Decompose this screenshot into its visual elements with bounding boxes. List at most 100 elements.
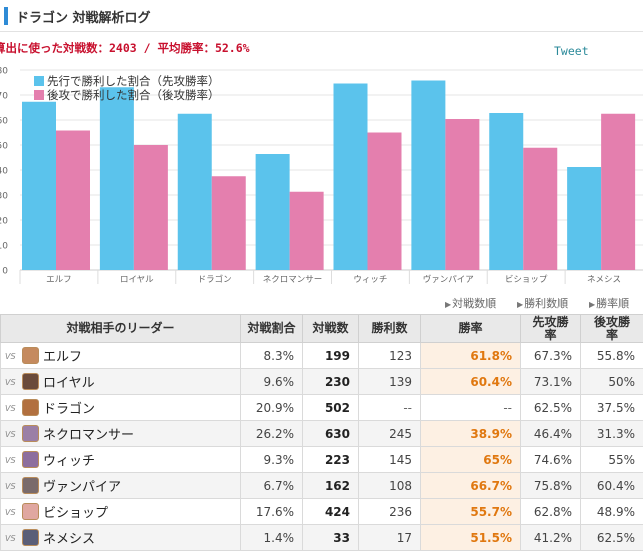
table-header-row: 対戦相手のリーダー 対戦割合 対戦数 勝利数 勝率 先攻勝 率 後攻勝 率: [0, 314, 643, 343]
leader-cell[interactable]: VS エルフ: [0, 342, 241, 369]
col-header-leader[interactable]: 対戦相手のリーダー: [0, 314, 241, 343]
matches-cell: 199: [302, 342, 359, 369]
page-title: ドラゴン 対戦解析ログ: [16, 11, 151, 26]
leader-avatar: [22, 451, 39, 468]
wins-cell: 108: [358, 472, 421, 499]
first-rate-cell: 46.4%: [520, 420, 581, 447]
col-header-rate[interactable]: 勝率: [420, 314, 521, 343]
sort-by-wins-link[interactable]: ▶勝利数順: [517, 295, 568, 311]
col-header-matches[interactable]: 対戦数: [302, 314, 359, 343]
sort-by-matches-label: 対戦数順: [452, 297, 497, 310]
col-header-first-rate[interactable]: 先攻勝 率: [520, 314, 581, 343]
col-header-share[interactable]: 対戦割合: [240, 314, 303, 343]
header-accent-bar: [4, 7, 8, 25]
leader-name: ヴァンパイア: [43, 480, 122, 495]
second-rate-cell: 55.8%: [580, 342, 643, 369]
matchup-table: 対戦相手のリーダー 対戦割合 対戦数 勝利数 勝率 先攻勝 率 後攻勝 率 VS…: [0, 314, 643, 551]
first-rate-bar: [489, 113, 524, 270]
matches-cell: 502: [302, 394, 359, 421]
table-row: VS エルフ 8.3% 199 123 61.8% 67.3% 55.8%: [0, 342, 643, 369]
second-rate-bar: [133, 145, 168, 270]
wins-cell: --: [358, 394, 421, 421]
leader-name: ネクロマンサー: [43, 428, 135, 443]
x-tick-label: ドラゴン: [198, 274, 232, 285]
triangle-right-icon: ▶: [589, 300, 596, 309]
legend-swatch-first: [34, 76, 44, 86]
table-row: VS ネクロマンサー 26.2% 630 245 38.9% 46.4% 31.3%: [0, 420, 643, 447]
second-rate-cell: 60.4%: [580, 472, 643, 499]
leader-name: エルフ: [43, 350, 83, 365]
y-tick-label: 30: [0, 192, 8, 202]
sort-by-rate-link[interactable]: ▶勝率順: [589, 295, 629, 311]
leader-cell[interactable]: VS ヴァンパイア: [0, 472, 241, 499]
y-tick-label: 70: [0, 92, 8, 102]
y-tick-label: 50: [0, 142, 8, 152]
legend-swatch-second: [34, 90, 44, 100]
matches-cell: 630: [302, 420, 359, 447]
vs-label: VS: [5, 456, 16, 465]
second-rate-bar: [523, 147, 558, 270]
sort-by-rate-label: 勝率順: [596, 297, 630, 310]
table-row: VS ヴァンパイア 6.7% 162 108 66.7% 75.8% 60.4%: [0, 472, 643, 499]
page-header: ドラゴン 対戦解析ログ: [0, 0, 643, 32]
y-tick-label: 60: [0, 117, 8, 127]
leader-cell[interactable]: VS ロイヤル: [0, 368, 241, 395]
sort-by-wins-label: 勝利数順: [524, 297, 569, 310]
share-cell: 8.3%: [240, 342, 303, 369]
leader-name: ネメシス: [43, 532, 96, 547]
x-tick-label: エルフ: [46, 275, 72, 285]
win-rate-cell: --: [420, 394, 521, 421]
second-rate-cell: 55%: [580, 446, 643, 473]
table-row: VS ネメシス 1.4% 33 17 51.5% 41.2% 62.5%: [0, 524, 643, 551]
share-cell: 17.6%: [240, 498, 303, 525]
vs-label: VS: [5, 508, 16, 517]
matches-cell: 223: [302, 446, 359, 473]
y-tick-label: 20: [0, 217, 8, 227]
leader-cell[interactable]: VS ネメシス: [0, 524, 241, 551]
first-rate-cell: 62.5%: [520, 394, 581, 421]
first-rate-bar: [567, 167, 602, 270]
second-rate-bar: [56, 130, 90, 270]
vs-label: VS: [5, 430, 16, 439]
win-rate-cell: 51.5%: [420, 524, 521, 551]
matches-cell: 424: [302, 498, 359, 525]
leader-avatar: [22, 529, 39, 546]
first-rate-cell: 41.2%: [520, 524, 581, 551]
col-header-wins[interactable]: 勝利数: [358, 314, 421, 343]
y-tick-label: 0: [2, 267, 8, 277]
wins-cell: 236: [358, 498, 421, 525]
share-cell: 26.2%: [240, 420, 303, 447]
col-header-second-rate[interactable]: 後攻勝 率: [580, 314, 643, 343]
x-tick-label: ネメシス: [587, 275, 621, 285]
vs-label: VS: [5, 404, 16, 413]
sort-by-matches-link[interactable]: ▶対戦数順: [445, 295, 496, 311]
second-rate-bar: [289, 191, 324, 270]
first-rate-bar: [411, 80, 446, 270]
wins-cell: 123: [358, 342, 421, 369]
leader-cell[interactable]: VS ビショップ: [0, 498, 241, 525]
leader-cell[interactable]: VS ウィッチ: [0, 446, 241, 473]
first-rate-cell: 62.8%: [520, 498, 581, 525]
x-tick-label: ビショップ: [505, 275, 548, 285]
first-rate-bar: [177, 113, 212, 270]
triangle-right-icon: ▶: [445, 300, 452, 309]
share-cell: 1.4%: [240, 524, 303, 551]
matches-cell: 33: [302, 524, 359, 551]
leader-cell[interactable]: VS ドラゴン: [0, 394, 241, 421]
tweet-link[interactable]: Tweet: [554, 44, 589, 58]
legend-label-second: 後攻で勝利した割合（後攻勝率）: [47, 88, 220, 102]
leader-cell[interactable]: VS ネクロマンサー: [0, 420, 241, 447]
leader-avatar: [22, 425, 39, 442]
legend-label-first: 先行で勝利した割合（先攻勝率）: [47, 74, 220, 88]
table-row: VS ウィッチ 9.3% 223 145 65% 74.6% 55%: [0, 446, 643, 473]
second-rate-bar: [445, 119, 480, 270]
first-rate-bar: [255, 154, 290, 270]
wins-cell: 145: [358, 446, 421, 473]
win-rate-chart: 0 10 20 30 40 50 60 70 80 エルフ ロイヤル ドラゴン ネクロマンサー ウィッチ ヴ…: [0, 67, 643, 285]
leader-name: ロイヤル: [43, 376, 95, 391]
leader-avatar: [22, 503, 39, 520]
first-rate-cell: 67.3%: [520, 342, 581, 369]
win-rate-cell: 60.4%: [420, 368, 521, 395]
second-rate-cell: 62.5%: [580, 524, 643, 551]
table-row: VS ドラゴン 20.9% 502 -- -- 62.5% 37.5%: [0, 394, 643, 421]
